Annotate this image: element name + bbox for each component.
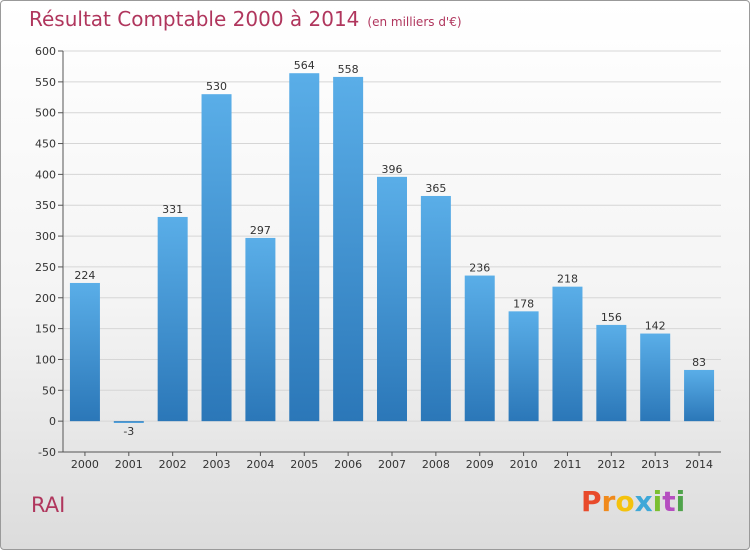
data-label-2000: 224	[74, 269, 95, 282]
bar-2010	[508, 311, 539, 422]
y-tick-label: 600	[35, 45, 56, 58]
x-tick-label: 2012	[597, 458, 625, 471]
bar-2004	[245, 237, 276, 422]
data-label-2010: 178	[513, 297, 534, 310]
logo-letter: P	[581, 485, 602, 518]
x-tick-label: 2000	[71, 458, 99, 471]
bar-2009	[464, 275, 495, 422]
data-label-2014: 83	[692, 356, 706, 369]
logo-letter: i	[652, 485, 663, 518]
x-tick-label: 2009	[466, 458, 494, 471]
bar-2002	[157, 216, 188, 422]
y-tick-label: 0	[49, 415, 56, 428]
logo-letter: t	[662, 485, 676, 518]
data-label-2011: 218	[557, 273, 578, 286]
bar-2001	[113, 421, 144, 424]
y-tick-label: 350	[35, 199, 56, 212]
logo-letter: o	[615, 485, 635, 518]
y-tick-label: 300	[35, 230, 56, 243]
x-tick-label: 2011	[553, 458, 581, 471]
chart-title: Résultat Comptable 2000 à 2014 (en millie…	[29, 7, 462, 31]
bar-2003	[201, 94, 232, 422]
bar-2014	[684, 369, 715, 422]
y-tick-label: 500	[35, 107, 56, 120]
data-label-2003: 530	[206, 80, 227, 93]
axes: -50 0 50 100 150 200 250 300 350 400 450 500 550 600 2…	[35, 45, 721, 471]
x-tick-label: 2001	[115, 458, 143, 471]
data-label-2002: 331	[162, 203, 183, 216]
data-label-2007: 396	[382, 163, 403, 176]
x-tick-label: 2003	[203, 458, 231, 471]
x-tick-label: 2008	[422, 458, 450, 471]
data-label-2006: 558	[338, 63, 359, 76]
y-tick-label: 450	[35, 138, 56, 151]
data-label-2005: 564	[294, 59, 315, 72]
x-tick-label: 2004	[246, 458, 274, 471]
bar-2000	[69, 282, 100, 422]
logo-letter: x	[634, 485, 653, 518]
y-tick-label: 200	[35, 292, 56, 305]
y-tick-label: 50	[42, 384, 56, 397]
data-label-2013: 142	[645, 320, 666, 333]
commune-name: RAI	[31, 493, 66, 517]
data-label-2012: 156	[601, 311, 622, 324]
title-unit: (en milliers d'€)	[367, 15, 462, 29]
bar-2008	[420, 195, 451, 422]
title-text: Résultat Comptable 2000 à 2014	[29, 7, 360, 31]
bars	[69, 73, 715, 424]
y-tick-label: 550	[35, 76, 56, 89]
labels: 224 -3 331 530 297 564 558 396 365 236 178 218 156 14…	[74, 59, 706, 438]
bar-2012	[596, 324, 627, 422]
x-tick-label: 2010	[510, 458, 538, 471]
x-tick-label: 2006	[334, 458, 362, 471]
bar-2013	[640, 333, 671, 422]
x-tick-label: 2007	[378, 458, 406, 471]
bar-2005	[289, 73, 320, 422]
data-label-2001: -3	[123, 425, 134, 438]
x-tick-label: 2002	[159, 458, 187, 471]
data-label-2004: 297	[250, 224, 271, 237]
proxiti-logo: Proxiti	[581, 485, 685, 518]
x-tick-label: 2005	[290, 458, 318, 471]
bar-2006	[333, 76, 364, 422]
data-label-2008: 365	[425, 182, 446, 195]
logo-letter: i	[675, 485, 686, 518]
y-tick-label: 400	[35, 168, 56, 181]
x-tick-label: 2013	[641, 458, 669, 471]
bar-2007	[377, 176, 407, 422]
y-tick-label: -50	[38, 446, 56, 459]
y-tick-label: 150	[35, 323, 56, 336]
data-label-2009: 236	[469, 262, 490, 275]
y-tick-label: 250	[35, 261, 56, 274]
logo-letter: r	[601, 485, 616, 518]
bar-2011	[552, 286, 583, 422]
x-tick-label: 2014	[685, 458, 713, 471]
y-tick-label: 100	[35, 353, 56, 366]
